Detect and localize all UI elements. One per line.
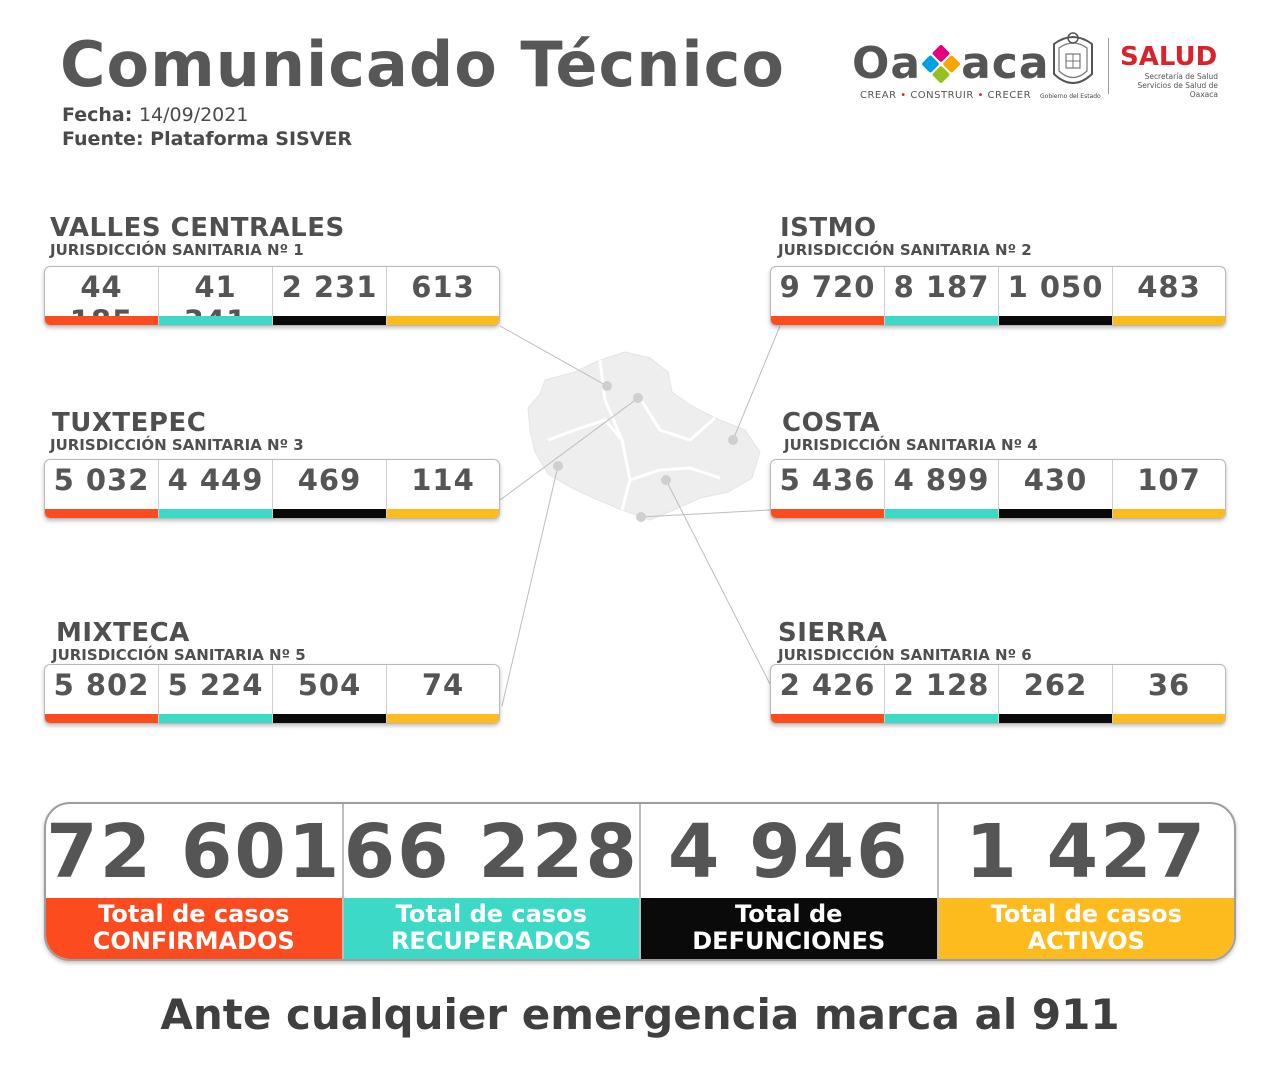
region-name-sierra: SIERRA [778,618,888,648]
defunciones-cell: 430 [999,460,1113,518]
emergency-footer: Ante cualquier emergencia marca al 911 [160,990,1120,1039]
total-confirmados-value: 72 601 [46,809,342,895]
salud-title: SALUD [1120,42,1218,72]
total-recuperados: 66 228 Total de casos RECUPERADOS [343,804,641,959]
total-defunciones-label: Total de DEFUNCIONES [641,898,937,959]
total-confirmados-label: Total de casos CONFIRMADOS [46,898,342,959]
activos-cell: 74 [387,665,499,723]
date-value: 14/09/2021 [138,104,249,126]
confirmados-cell: 5 802 [45,665,159,723]
region-sub-tuxtepec: JURISDICCIÓN SANITARIA Nº 3 [50,436,304,454]
totals-panel: 72 601 Total de casos CONFIRMADOS 66 228 … [44,802,1236,961]
region-name-costa: COSTA [782,408,881,438]
confirmados-cell: 44 185 [45,267,159,325]
total-activos: 1 427 Total de casos ACTIVOS [938,804,1234,959]
activos-cell: 114 [387,460,499,518]
oaxaca-tagline: CREAR • CONSTRUIR • CRECER [860,90,1032,101]
total-recuperados-value: 66 228 [343,809,639,895]
region-sub-mixteca: JURISDICCIÓN SANITARIA Nº 5 [52,646,306,664]
region-card-costa: 5 436 4 899 430 107 [770,459,1226,519]
confirmados-cell: 9 720 [771,267,885,325]
total-recuperados-label: Total de casos RECUPERADOS [343,898,639,959]
source-label: Fuente: [62,128,144,150]
activos-cell: 483 [1113,267,1225,325]
oaxaca-map-shape [527,351,761,521]
defunciones-cell: 2 231 [273,267,387,325]
recuperados-cell: 5 224 [159,665,273,723]
confirmados-cell: 5 032 [45,460,159,518]
oaxaca-logo: Oa aca CREAR • CONSTRUIR • CRECER [852,38,1050,102]
region-card-sierra: 2 426 2 128 262 36 [770,664,1226,724]
date-label: Fecha: [62,104,133,126]
defunciones-cell: 469 [273,460,387,518]
logo-divider [1108,38,1109,94]
gobierno-caption: Gobierno del Estado [1040,93,1101,100]
page-title: Comunicado Técnico [60,28,785,101]
connector-lines [499,325,781,707]
region-sub-valles-centrales: JURISDICCIÓN SANITARIA Nº 1 [50,241,304,259]
activos-cell: 613 [387,267,499,325]
total-activos-label: Total de casos ACTIVOS [938,898,1234,959]
region-card-valles-centrales: 44 185 41 341 2 231 613 [44,266,500,326]
activos-cell: 107 [1113,460,1225,518]
source-line: Fuente: Plataforma SISVER [62,128,352,150]
region-name-mixteca: MIXTECA [56,618,190,648]
total-defunciones-value: 4 946 [667,809,910,895]
region-name-valles-centrales: VALLES CENTRALES [50,213,345,243]
region-sub-sierra: JURISDICCIÓN SANITARIA Nº 6 [778,646,1032,664]
region-card-mixteca: 5 802 5 224 504 74 [44,664,500,724]
region-card-tuxtepec: 5 032 4 449 469 114 [44,459,500,519]
recuperados-cell: 4 449 [159,460,273,518]
defunciones-cell: 262 [999,665,1113,723]
region-card-istmo: 9 720 8 187 1 050 483 [770,266,1226,326]
total-defunciones: 4 946 Total de DEFUNCIONES [641,804,939,959]
defunciones-cell: 1 050 [999,267,1113,325]
total-activos-value: 1 427 [965,809,1208,895]
recuperados-cell: 4 899 [885,460,999,518]
region-name-tuxtepec: TUXTEPEC [52,408,207,438]
recuperados-cell: 8 187 [885,267,999,325]
source-value: Plataforma SISVER [150,128,353,150]
region-name-istmo: ISTMO [780,213,877,243]
confirmados-cell: 2 426 [771,665,885,723]
total-confirmados: 72 601 Total de casos CONFIRMADOS [46,804,344,959]
date-line: Fecha: 14/09/2021 [62,104,248,126]
confirmados-cell: 5 436 [771,460,885,518]
activos-cell: 36 [1113,665,1225,723]
state-seal-icon [1053,32,1093,84]
region-sub-costa: JURISDICCIÓN SANITARIA Nº 4 [784,436,1038,454]
oaxaca-wordmark: Oa aca [852,38,1050,89]
salud-subtitle: Secretaría de Salud Servicios de Salud d… [1137,72,1218,99]
region-sub-istmo: JURISDICCIÓN SANITARIA Nº 2 [778,241,1032,259]
defunciones-cell: 504 [273,665,387,723]
map-points [553,381,738,522]
recuperados-cell: 2 128 [885,665,999,723]
recuperados-cell: 41 341 [159,267,273,325]
